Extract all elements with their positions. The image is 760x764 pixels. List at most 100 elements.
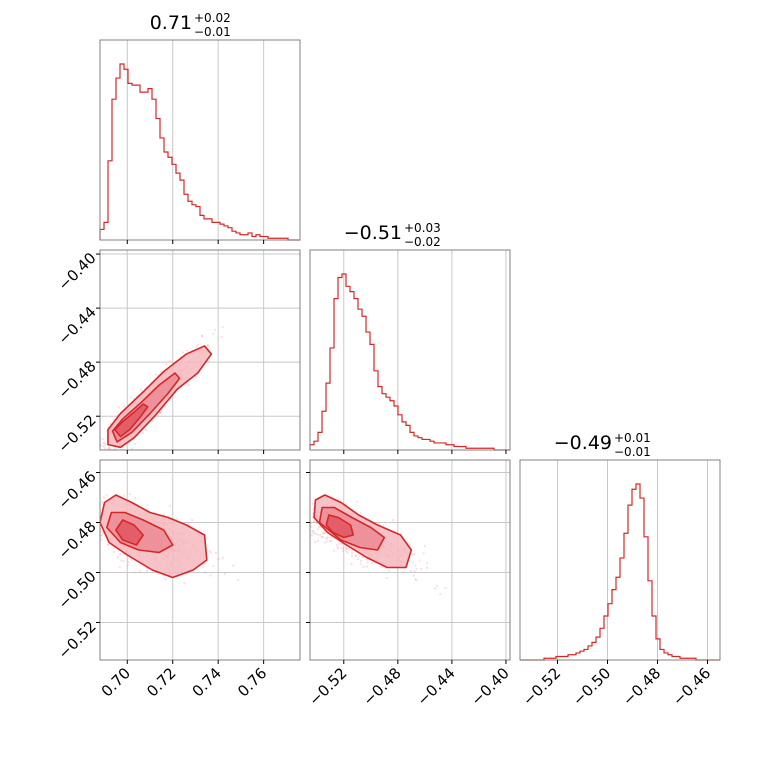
scatter-panel-1-2-point-168 bbox=[415, 578, 418, 581]
scatter-panel-1-2-point-698 bbox=[359, 559, 362, 562]
hist-panel-2-frame bbox=[519, 459, 721, 661]
scatter-panel-0-2-point-140 bbox=[105, 494, 108, 497]
scatter-panel-0-2-point-643 bbox=[217, 557, 220, 560]
scatter-panel-0-2-point-118 bbox=[146, 569, 149, 572]
scatter-panel-0-2-point-626 bbox=[81, 499, 83, 501]
scatter-panel-0-2-point-287 bbox=[87, 511, 89, 513]
scatter-panel-0-2-point-302 bbox=[232, 564, 235, 567]
scatter-panel-0-2-point-224 bbox=[107, 543, 111, 546]
scatter-panel-0-2-point-339 bbox=[130, 558, 133, 561]
scatter-panel-0-2-point-548 bbox=[146, 504, 149, 507]
scatter-panel-0-1-point-148 bbox=[213, 328, 217, 331]
scatter-panel-1-2-point-205 bbox=[356, 558, 359, 561]
scatter-panel-0-1-point-424 bbox=[97, 440, 99, 442]
scatter-panel-1-2-point-375 bbox=[319, 533, 322, 536]
scatter-panel-0-1-point-71 bbox=[102, 451, 104, 453]
scatter-panel-0-2-point-178 bbox=[127, 560, 130, 564]
scatter-panel-0-2-point-267 bbox=[106, 543, 109, 547]
scatter-panel-1-2-point-555 bbox=[310, 525, 313, 528]
scatter-panel-0-1-point-335 bbox=[102, 451, 104, 453]
scatter-panel-0-1-point-81 bbox=[151, 419, 154, 422]
scatter-panel-1-2-point-100 bbox=[295, 511, 297, 513]
scatter-panel-0-2-marks bbox=[47, 493, 240, 585]
hist-panel-0-title-median: 0.71 bbox=[150, 12, 192, 34]
scatter-panel-1-2-point-349 bbox=[332, 549, 336, 552]
scatter-panel-1-2-point-261 bbox=[306, 502, 308, 504]
scatter-panel-0-1-point-193 bbox=[92, 453, 94, 455]
scatter-panel-0-1-point-619 bbox=[107, 446, 111, 450]
scatter-panel-0-1-point-118 bbox=[163, 405, 167, 408]
scatter-panel-1-2-point-467 bbox=[361, 556, 364, 559]
scatter-panel-0-1-point-622 bbox=[96, 451, 98, 453]
scatter-panel-0-2-point-666 bbox=[76, 514, 78, 516]
scatter-panel-0-2-point-615 bbox=[133, 571, 136, 574]
hist-panel-1-title-minus: −0.02 bbox=[404, 235, 441, 249]
scatter-panel-0-2-point-530 bbox=[120, 559, 123, 562]
scatter-panel-1-2-point-574 bbox=[330, 536, 333, 539]
scatter-panel-1-2-xtick-label-1: −0.48 bbox=[359, 664, 404, 709]
scatter-panel-1-2-point-385 bbox=[318, 526, 321, 529]
scatter-panel-1-2-point-636 bbox=[323, 531, 326, 534]
scatter-panel-0-2-point-283 bbox=[79, 514, 81, 516]
scatter-panel-0-2-ytick-label-1: −0.50 bbox=[54, 567, 99, 612]
scatter-panel-1-2-point-446 bbox=[314, 540, 317, 544]
scatter-panel-0-1-point-213 bbox=[94, 447, 96, 449]
scatter-panel-1-2-point-96 bbox=[310, 521, 313, 525]
scatter-panel-0-1-ytick-label-0: −0.52 bbox=[54, 411, 99, 456]
scatter-panel-1-2-xtick-label-0: −0.52 bbox=[305, 664, 350, 709]
scatter-panel-1-2-point-631 bbox=[344, 545, 348, 549]
scatter-panel-1-2-point-77 bbox=[336, 547, 339, 550]
scatter-panel-1-2-point-466 bbox=[384, 521, 387, 524]
scatter-panel-0-2-xtick-label-0: 0.70 bbox=[98, 664, 134, 700]
scatter-panel-1-2-point-22 bbox=[345, 547, 348, 550]
scatter-panel-1-2-point-424 bbox=[293, 517, 295, 519]
scatter-panel-1-2-point-57 bbox=[274, 492, 276, 494]
scatter-panel-0-1-point-665 bbox=[87, 462, 89, 464]
scatter-panel-0-1-point-174 bbox=[168, 359, 171, 362]
scatter-panel-1-2-point-585 bbox=[366, 565, 369, 568]
scatter-panel-0-1-point-559 bbox=[187, 383, 190, 387]
scatter-panel-1-2-point-21 bbox=[365, 558, 369, 561]
scatter-panel-1-2-point-17 bbox=[330, 540, 333, 543]
scatter-panel-0-2-point-368 bbox=[97, 519, 99, 521]
scatter-panel-1-2-point-252 bbox=[315, 521, 318, 525]
scatter-panel-1-2-point-460 bbox=[321, 535, 324, 539]
scatter-panel-0-2-point-466 bbox=[83, 513, 85, 515]
scatter-panel-0-1-point-348 bbox=[129, 457, 131, 459]
scatter-panel-0-2-ytick-label-3: −0.46 bbox=[54, 467, 99, 512]
scatter-panel-1-2-point-289 bbox=[314, 532, 318, 535]
scatter-panel-0-2-xtick-label-3: 0.76 bbox=[234, 664, 270, 700]
scatter-panel-0-1-point-310 bbox=[66, 470, 68, 472]
scatter-panel-0-1-ytick-label-1: −0.48 bbox=[54, 357, 99, 402]
scatter-panel-1-2-point-553 bbox=[329, 539, 332, 543]
scatter-panel-1-2-point-160 bbox=[306, 515, 308, 517]
scatter-panel-1-2-point-67 bbox=[292, 491, 294, 493]
scatter-panel-1-2-point-617 bbox=[307, 507, 309, 509]
scatter-panel-0-2-point-293 bbox=[162, 513, 165, 516]
scatter-panel-0-1-point-137 bbox=[93, 456, 95, 458]
scatter-panel-1-2-point-51 bbox=[342, 547, 345, 550]
scatter-panel-0-2-point-263 bbox=[113, 550, 116, 554]
scatter-panel-1-2-xtick-label-3: −0.40 bbox=[468, 664, 513, 709]
scatter-panel-1-2-point-608 bbox=[312, 532, 315, 535]
scatter-panel-0-2-point-18 bbox=[47, 508, 49, 510]
hist-panel-1-title-median: −0.51 bbox=[344, 222, 402, 244]
scatter-panel-1-2-point-383 bbox=[292, 495, 294, 497]
scatter-panel-0-1-frame bbox=[99, 249, 301, 451]
scatter-panel-1-2-point-65 bbox=[391, 518, 394, 522]
scatter-panel-0-1-point-521 bbox=[195, 345, 198, 348]
scatter-panel-1-2-point-367 bbox=[401, 571, 404, 574]
scatter-panel-0-2-point-223 bbox=[221, 556, 224, 560]
scatter-panel-1-2-point-613 bbox=[379, 565, 383, 568]
scatter-panel-0-2-point-155 bbox=[138, 569, 141, 573]
scatter-panel-0-2-point-498 bbox=[89, 543, 91, 545]
scatter-panel-1-2-point-300 bbox=[444, 586, 447, 589]
scatter-panel-1-2-point-251 bbox=[322, 532, 326, 535]
scatter-panel-1-2-point-189 bbox=[326, 536, 329, 539]
hist-panel-0-frame bbox=[99, 39, 301, 241]
scatter-panel-0-1-point-625 bbox=[104, 447, 107, 450]
scatter-panel-0-1-point-291 bbox=[212, 332, 215, 335]
scatter-panel-0-2-point-286 bbox=[94, 544, 96, 546]
scatter-panel-0-1-point-245 bbox=[220, 335, 223, 338]
scatter-panel-1-2-point-29 bbox=[311, 502, 314, 505]
